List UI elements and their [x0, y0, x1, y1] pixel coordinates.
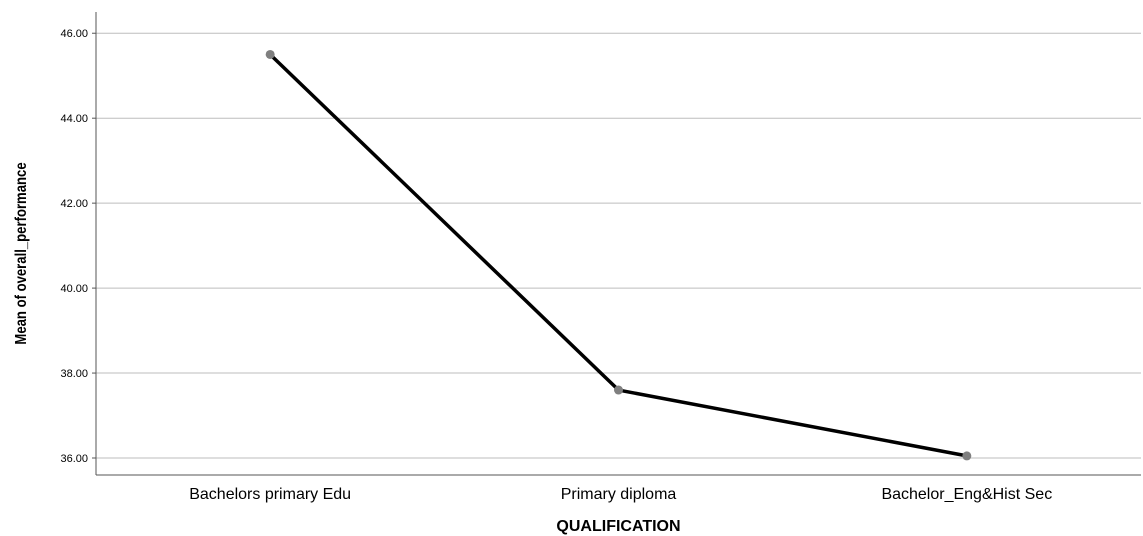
- series: [265, 49, 972, 461]
- y-tick-label: 42.00: [60, 198, 88, 210]
- x-category-label: Bachelors primary Edu: [189, 486, 351, 503]
- y-tick-labels: 36.00 38.00 40.00 42.00 44.00 46.00: [60, 28, 96, 465]
- y-tick-label: 44.00: [60, 113, 88, 125]
- y-tick-label: 38.00: [60, 368, 88, 380]
- x-category-label: Bachelor_Eng&Hist Sec: [881, 486, 1052, 503]
- data-point: [265, 49, 275, 59]
- y-axis-title: Mean of overall_performance: [13, 162, 30, 344]
- y-tick-label: 36.00: [60, 453, 88, 465]
- series-line: [268, 53, 968, 458]
- x-axis-title: QUALIFICATION: [556, 518, 680, 535]
- x-category-label: Primary diploma: [561, 486, 677, 503]
- x-tick-labels: Bachelors primary Edu Primary diploma Bach…: [189, 486, 1052, 503]
- y-tick-label: 40.00: [60, 283, 88, 295]
- y-tick-label: 46.00: [60, 28, 88, 40]
- data-point: [614, 385, 623, 395]
- data-point: [962, 451, 972, 461]
